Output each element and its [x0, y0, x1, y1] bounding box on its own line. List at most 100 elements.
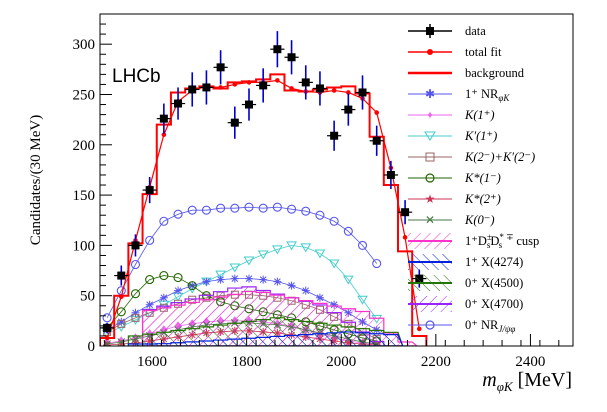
y-tick-label: 250	[73, 87, 96, 103]
legend-label-k-0minus: K(0⁻)	[464, 213, 495, 227]
component-marker-Kprime_1plus	[271, 245, 283, 255]
legend-label-data: data	[465, 24, 486, 38]
data-point	[330, 131, 339, 140]
legend-item-data: data	[408, 24, 486, 38]
component-marker-Kprime_1plus	[243, 256, 255, 266]
component-marker-nr_1plus_phiK	[287, 281, 296, 290]
component-marker-nr_1plus_phiK	[244, 274, 253, 283]
y-axis-label: Candidates/(30 MeV)	[28, 115, 44, 245]
component-marker-nr_0plus_JpsiPhi	[216, 203, 226, 213]
total-fit-point	[232, 82, 238, 87]
y-tick-label: 150	[73, 188, 96, 204]
component-marker-Kstar_1minus	[187, 281, 197, 291]
data-point	[131, 241, 140, 250]
total-fit-point	[374, 110, 380, 115]
legend: data total fit background ✱ 1⁺ NRφK ✦ K(…	[408, 24, 539, 334]
data-point	[117, 271, 126, 280]
component-marker-Kstar_1minus	[159, 271, 169, 281]
component-marker-K2m_Kprime2m	[131, 313, 140, 322]
data-point	[159, 114, 168, 123]
y-tick-label: 0	[88, 339, 96, 355]
legend-label-total-fit: total fit	[465, 45, 502, 59]
legend-label-k-1plus: K(1⁺)	[464, 108, 495, 122]
component-marker-Kstar_1minus	[116, 307, 126, 317]
component-marker-Kstar_1minus	[130, 289, 141, 299]
component-marker-nr_0plus_JpsiPhi	[258, 203, 268, 213]
x-axis-label-sub: φK	[497, 379, 514, 394]
x-tick-label: 2200	[421, 354, 451, 370]
component-marker-Kprime_1plus	[300, 243, 312, 253]
x-tick-label: 1600	[137, 354, 167, 370]
legend-item-kstar-2plus: ★ K*(2⁺)	[408, 192, 501, 206]
component-marker-Kstar_1minus	[173, 273, 183, 283]
component-marker-Kstar_1minus	[145, 275, 155, 285]
plot-frame	[99, 13, 574, 347]
data-point	[386, 170, 395, 179]
component-marker-nr_0plus_JpsiPhi	[230, 203, 240, 213]
legend-label-nr-0plus: 0⁺ NRJ/ψφ	[465, 318, 515, 334]
component-marker-nr_1plus_phiK	[259, 275, 268, 284]
legend-item-kprime-1plus: K′(1⁺)	[408, 129, 497, 143]
y-tick-label: 200	[73, 138, 96, 154]
legend-label-x4274: 1⁺ X(4274)	[465, 255, 523, 269]
data-point	[273, 45, 282, 54]
total-fit-point	[118, 294, 124, 300]
legend-label-kstar-1minus: K*(1⁻)	[464, 171, 501, 185]
legend-label-kstar-2plus: K*(2⁺)	[464, 192, 501, 206]
total-fit-point	[246, 80, 252, 85]
axes: 0 50 100 150 200 250 300 1600 1800 2000 2200 2400	[73, 23, 560, 370]
legend-label-x4700: 0⁺ X(4700)	[465, 297, 523, 311]
legend-item-nr-0plus: 0⁺ NRJ/ψφ	[408, 318, 515, 334]
total-fit-point	[289, 86, 294, 91]
component-marker-nr_1plus_phiK	[330, 300, 339, 309]
data-point	[287, 53, 296, 62]
x-tick-label: 1800	[232, 354, 262, 370]
x-axis-label-main: m	[482, 369, 496, 391]
y-tick-label: 100	[73, 238, 96, 254]
svg-text:✱: ✱	[425, 87, 435, 101]
total-fit-point	[331, 88, 337, 93]
component-line-nr_1plus_phiK	[106, 278, 377, 331]
component-marker-Kprime_1plus	[314, 249, 326, 259]
y-tick-label: 50	[80, 289, 95, 305]
component-marker-nr_1plus_phiK	[159, 293, 168, 302]
total-fit-point	[218, 85, 223, 90]
x-tick-label: 2400	[515, 354, 545, 370]
component-marker-nr_1plus_phiK	[145, 300, 154, 309]
legend-label-kprime-1plus: K′(1⁺)	[464, 129, 497, 143]
data-point	[230, 118, 239, 127]
component-marker-nr_0plus_JpsiPhi	[187, 205, 197, 215]
legend-item-nr-1plus-phik: ✱ 1⁺ NRφK	[408, 87, 510, 103]
total-fit-point	[416, 326, 422, 332]
x4274-band	[127, 331, 404, 346]
legend-item-k-0minus: ✕ K(0⁻)	[408, 213, 495, 227]
data-point	[188, 85, 197, 94]
component-marker-nr_0plus_JpsiPhi	[301, 206, 311, 216]
legend-label-background: background	[465, 66, 525, 80]
total-fit-point	[402, 235, 408, 240]
y-tick-label: 300	[73, 37, 96, 53]
data-point	[244, 100, 253, 109]
data-point	[202, 83, 211, 92]
component-marker-Kprime_1plus	[328, 259, 340, 269]
svg-text:✦: ✦	[425, 110, 434, 122]
legend-item-total-fit: total fit	[408, 45, 502, 59]
component-marker-nr_0plus_JpsiPhi	[329, 216, 339, 226]
svg-text:✕: ✕	[425, 213, 435, 227]
legend-item-x4274: 1⁺ X(4274)	[408, 254, 523, 270]
data-point	[174, 99, 183, 108]
data-point	[301, 78, 310, 87]
component-marker-nr_1plus_phiK	[216, 275, 225, 284]
total-fit-point	[104, 335, 110, 341]
plot-area	[100, 31, 428, 346]
data-point	[344, 105, 353, 114]
component-marker-Kstar_2plus	[103, 340, 112, 346]
legend-item-kstar-1minus: K*(1⁻)	[408, 171, 501, 185]
data-point	[358, 88, 367, 97]
component-marker-nr_1plus_phiK	[202, 277, 211, 286]
x-axis-label: mφK [MeV]	[482, 369, 572, 394]
component-marker-K2m_Kprime2m	[117, 319, 126, 328]
component-marker-nr_1plus_phiK	[117, 317, 126, 326]
data-point	[401, 208, 410, 217]
